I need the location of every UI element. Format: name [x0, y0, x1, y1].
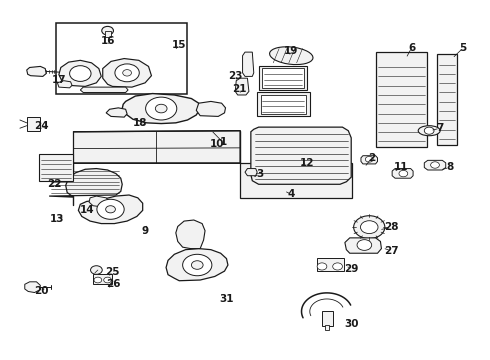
Bar	[105, 31, 111, 37]
Circle shape	[122, 69, 131, 76]
Text: 18: 18	[133, 118, 147, 128]
Bar	[93, 274, 113, 284]
Circle shape	[155, 104, 167, 113]
Text: 4: 4	[288, 189, 295, 199]
Circle shape	[106, 206, 116, 213]
Circle shape	[115, 64, 139, 82]
Polygon shape	[240, 163, 352, 198]
Bar	[257, 92, 310, 116]
Text: 20: 20	[34, 287, 49, 296]
Polygon shape	[25, 282, 40, 293]
Text: 25: 25	[105, 267, 120, 277]
Text: 17: 17	[51, 75, 66, 85]
Polygon shape	[245, 168, 257, 176]
Text: 6: 6	[408, 43, 415, 53]
Text: 31: 31	[219, 294, 234, 303]
Text: 26: 26	[106, 279, 121, 289]
Circle shape	[104, 277, 112, 283]
Polygon shape	[59, 60, 101, 86]
Circle shape	[354, 216, 385, 239]
Circle shape	[361, 221, 378, 234]
Polygon shape	[166, 249, 228, 281]
Text: 28: 28	[384, 222, 398, 232]
Bar	[317, 257, 344, 271]
Polygon shape	[235, 78, 249, 95]
Bar	[322, 311, 333, 327]
Text: 10: 10	[210, 139, 224, 149]
Circle shape	[431, 162, 440, 168]
Polygon shape	[424, 160, 446, 170]
Circle shape	[366, 157, 373, 162]
Polygon shape	[49, 168, 122, 197]
Circle shape	[102, 26, 114, 35]
Text: 1: 1	[220, 138, 227, 148]
Circle shape	[183, 254, 212, 276]
Polygon shape	[106, 108, 127, 117]
Polygon shape	[74, 131, 240, 163]
Bar	[39, 154, 73, 181]
Polygon shape	[392, 168, 413, 178]
Text: 23: 23	[228, 71, 243, 81]
Circle shape	[91, 266, 102, 274]
Ellipse shape	[418, 126, 440, 136]
Text: 21: 21	[232, 84, 246, 94]
Text: 5: 5	[460, 43, 467, 53]
Bar	[325, 325, 329, 330]
Polygon shape	[196, 102, 225, 116]
Circle shape	[94, 277, 102, 283]
Text: 7: 7	[436, 123, 443, 133]
Text: 9: 9	[142, 226, 148, 236]
Polygon shape	[251, 127, 351, 184]
Bar	[259, 66, 307, 90]
Text: 19: 19	[284, 46, 298, 56]
Text: 12: 12	[300, 158, 315, 168]
Text: 30: 30	[344, 319, 359, 329]
Polygon shape	[27, 66, 46, 76]
Polygon shape	[361, 156, 377, 164]
Bar	[262, 68, 304, 88]
Bar	[56, 23, 187, 94]
Polygon shape	[176, 220, 205, 249]
Bar	[438, 54, 457, 145]
Circle shape	[317, 263, 327, 270]
Text: 15: 15	[172, 40, 187, 50]
Text: 14: 14	[79, 205, 94, 215]
Ellipse shape	[270, 47, 313, 64]
Circle shape	[97, 199, 124, 219]
Polygon shape	[89, 196, 110, 207]
Polygon shape	[122, 94, 200, 123]
Text: 2: 2	[368, 153, 375, 163]
Polygon shape	[345, 238, 381, 253]
Circle shape	[146, 97, 177, 120]
Polygon shape	[57, 81, 72, 88]
Circle shape	[333, 263, 343, 270]
Text: 11: 11	[393, 162, 408, 172]
Text: 8: 8	[446, 162, 453, 172]
Circle shape	[192, 261, 203, 269]
Text: 24: 24	[34, 121, 49, 131]
Polygon shape	[80, 87, 128, 93]
Text: 27: 27	[384, 246, 398, 256]
Circle shape	[357, 240, 372, 250]
Circle shape	[424, 127, 434, 134]
Bar	[375, 53, 427, 147]
Circle shape	[399, 170, 408, 177]
Circle shape	[70, 66, 91, 81]
Bar	[261, 95, 306, 114]
Text: 29: 29	[344, 264, 358, 274]
Polygon shape	[103, 59, 151, 87]
Text: 13: 13	[50, 214, 65, 224]
Bar	[27, 117, 40, 131]
Text: 3: 3	[256, 168, 263, 179]
Polygon shape	[243, 52, 254, 76]
Text: 22: 22	[47, 179, 61, 189]
Text: 16: 16	[100, 36, 115, 46]
Polygon shape	[78, 195, 143, 224]
